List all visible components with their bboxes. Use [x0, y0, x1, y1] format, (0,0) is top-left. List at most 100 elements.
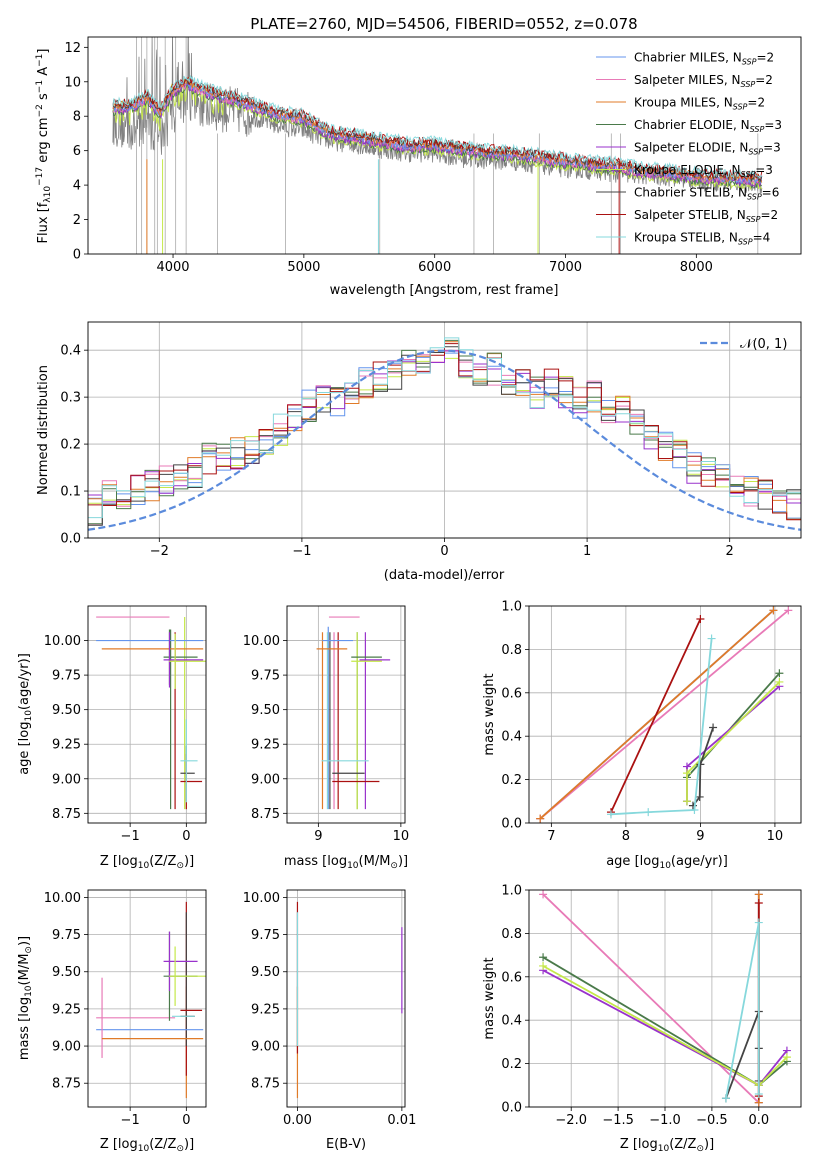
mass-weight-marker: [696, 760, 705, 769]
mass_vs_Z-plot-area: [96, 901, 206, 1099]
age_vs_Z-y-axis-label-part: 10: [24, 710, 34, 722]
legend-equals: =: [760, 208, 770, 222]
weight_vs_Z-x-tick-label: 0.0: [748, 1113, 769, 1128]
legend-equals: =: [764, 118, 774, 132]
legend-series-name: Chabrier ELODIE: [634, 118, 733, 132]
mass_vs_Z-x-axis-label-part: )]: [184, 1137, 194, 1152]
histogram-step: [88, 343, 801, 521]
mass_vs_ebv-y-tick-label: 10.00: [243, 891, 280, 906]
legend-n-subscript: SSP: [738, 238, 753, 247]
spectrum-y-tick-label: 10: [64, 75, 81, 90]
age_vs_Z-x-axis-label-part: 10: [138, 861, 150, 871]
legend-n-symbol: , N: [724, 73, 741, 87]
weight_vs_age-x-axis-label-part: 10: [659, 861, 671, 871]
mass_vs_Z-y-axis-label-part: mass [log: [17, 997, 32, 1060]
age_vs_Z-y-tick-label: 9.50: [52, 703, 81, 718]
mass_vs_ebv-y-tick-label: 9.25: [251, 1002, 280, 1017]
age_vs_Z-frame: −1 0 8.75 9.00 9.25 9.50 9.75 10.00: [44, 605, 207, 844]
legend-label: Salpeter ELODIE, NSSP=3: [634, 141, 781, 157]
legend-equals: =: [762, 186, 772, 200]
weight_vs_Z-y-tick-label: 0.8: [501, 927, 522, 942]
spectrum-y-axis-label-part: erg cm: [36, 117, 51, 166]
legend-series-name: Salpeter STELIB: [634, 208, 729, 222]
age_vs_Z-x-tick-label: −1: [121, 829, 140, 844]
legend-equals: =: [763, 141, 773, 155]
legend-series-name: Chabrier MILES: [634, 51, 725, 65]
legend-equals: =: [753, 231, 763, 245]
weight_vs_Z-y-tick-label: 0.6: [501, 970, 522, 985]
mass-weight-line: [542, 893, 760, 1104]
residual_hist-y-tick-label: 0.3: [60, 391, 81, 406]
age_vs_mass-spines: [286, 605, 406, 824]
age_vs_mass-x-axis-label-part: 10: [347, 861, 359, 871]
legend-label: Chabrier ELODIE, NSSP=3: [634, 118, 782, 134]
age_vs_Z-y-tick-label: 8.75: [52, 807, 81, 822]
legend-n-subscript: SSP: [747, 193, 762, 202]
age_vs_mass-x-axis-label-part: mass [log: [284, 854, 347, 869]
model-spectrum-line: [112, 74, 763, 180]
age_vs_Z-spines: [87, 605, 207, 824]
legend-n-subscript: SSP: [741, 170, 756, 179]
mass_vs_Z-spines: [87, 889, 207, 1108]
legend-label: Chabrier STELIB, NSSP=6: [634, 186, 779, 202]
mass_vs_ebv-x-tick-label: 0.00: [283, 1113, 312, 1128]
legend-n-symbol: , N: [732, 141, 749, 155]
legend-n-value: 3: [773, 141, 781, 155]
spectrum-y-axis-label: Flux [fλ10−17 erg cm−2 s−1 A−1]: [35, 49, 53, 244]
mass_vs_Z-y-tick-label: 9.50: [52, 965, 81, 980]
age_vs_mass-frame: 9 10 8.75 9.00 9.25 9.50 9.75 10.00: [243, 605, 410, 844]
weight_vs_age-x-axis-label-part: age [log: [606, 854, 659, 869]
weight_vs_Z-x-tick-label: −1.0: [649, 1113, 681, 1128]
age_vs_Z-x-axis-label-part: ⊙: [176, 861, 184, 871]
age_vs_mass-y-tick-label: 9.25: [251, 738, 280, 753]
spectrum-y-tick-label: 2: [73, 213, 81, 228]
mass-weight-marker: [754, 1089, 763, 1098]
spectrum-frame: 4000 5000 6000 7000 8000024681012wavelength …: [64, 36, 802, 298]
residual_hist-x-tick-label: 2: [726, 544, 734, 559]
legend-n-value: 2: [771, 208, 779, 222]
mass_vs_Z-y-axis-label-part: 10: [24, 985, 34, 997]
mass_vs_Z-x-axis-label-part: Z [log: [100, 1137, 138, 1152]
model-spectrum-line: [112, 76, 763, 181]
legend-n-value: 2: [757, 96, 765, 110]
mass-weight-marker: [644, 808, 653, 817]
weight_vs_Z-x-tick-label: −1.5: [602, 1113, 634, 1128]
spectrum-y-axis-label-part: ]: [36, 49, 51, 54]
age_vs_Z-axes: −1 0 8.75 9.00 9.25 9.50 9.75 10.00: [44, 605, 207, 844]
mass_vs_Z-y-tick-label: 10.00: [44, 891, 81, 906]
spectrum-x-tick-label: 5000: [287, 260, 320, 275]
mass-weight-marker: [682, 769, 691, 778]
weight_vs_age-x-axis-label: age [log10(age/yr)]: [606, 854, 728, 871]
age_vs_mass-grid: [287, 606, 405, 823]
mass_vs_Z-y-tick-label: 9.00: [52, 1040, 81, 1055]
mass_vs_ebv-spines: [286, 889, 406, 1108]
spectrum-y-axis-label-part: −2: [35, 104, 45, 117]
model-spectrum-line: [112, 80, 763, 186]
weight_vs_Z-y-tick-label: 0.2: [501, 1057, 522, 1072]
legend-n-subscript: SSP: [750, 125, 765, 134]
weight_vs_age-y-tick-label: 0.0: [501, 817, 522, 832]
weight_vs_age-x-tick-label: 10: [767, 829, 784, 844]
legend-label: Chabrier MILES, NSSP=2: [634, 51, 774, 67]
spectrum-y-axis-label-part: Flux [f: [36, 202, 51, 243]
mass-weight-line: [692, 727, 714, 807]
mass-weight-marker: [539, 961, 548, 970]
legend-n-symbol: , N: [724, 163, 741, 177]
weight_vs_Z-x-axis-label-part: )]: [704, 1137, 714, 1152]
legend-n-value: 3: [765, 163, 773, 177]
weight_vs_age-x-tick-label: 7: [547, 829, 555, 844]
spectrum-y-axis-label-part: −1: [35, 54, 45, 67]
spectrum-spines: [87, 36, 802, 255]
mass-weight-marker: [775, 669, 784, 678]
mass-weight-marker: [784, 606, 793, 615]
mass-weight-marker: [539, 953, 548, 962]
weight_vs_Z-x-axis-label: Z [log10(Z/Z⊙)]: [620, 1137, 714, 1154]
weight_vs_age-frame: 7 8 9 10 0.0 0.2 0.4 0.6 0.8 1.0: [501, 600, 802, 844]
weight_vs_Z-axes: −2.0 −1.5 −1.0 −0.5 0.0 0.0 0.2 0.4 0.6 0.8 1.0: [501, 884, 802, 1128]
age_vs_mass-x-axis-label-part: )]: [398, 854, 408, 869]
age_vs_mass-x-tick-label: 10: [393, 829, 410, 844]
age_vs_Z-x-axis-label-part: )]: [184, 854, 194, 869]
legend-n-value: 4: [763, 231, 771, 245]
